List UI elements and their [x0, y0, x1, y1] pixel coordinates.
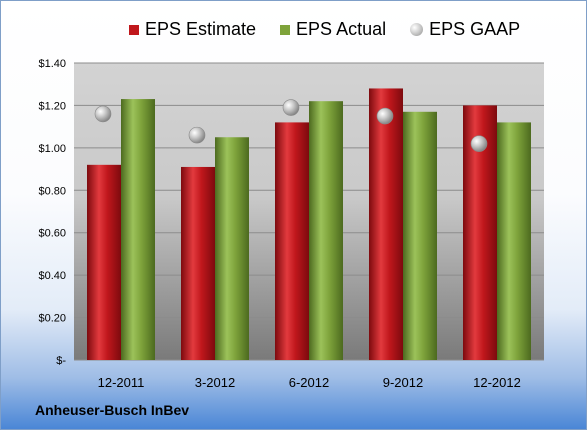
legend-label-gaap: EPS GAAP: [429, 19, 521, 39]
y-tick-label: $0.60: [38, 228, 66, 240]
bar-eps-estimate: [181, 166, 215, 360]
legend-item-eps-estimate: EPS Estimate: [129, 19, 256, 40]
y-tick-label: $0.20: [38, 313, 66, 325]
legend-item-eps-actual: EPS Actual: [280, 19, 386, 40]
bar-eps-estimate: [275, 122, 309, 361]
legend-item-eps-gaap: EPS GAAP: [410, 19, 520, 40]
y-tick-label: $1.40: [38, 58, 66, 70]
y-tick-label: $1.00: [38, 143, 66, 155]
bar-eps-actual: [403, 111, 437, 361]
legend-label-actual: EPS Actual: [296, 19, 387, 39]
x-tick-label: 12-2012: [473, 375, 521, 390]
y-tick-label: $1.20: [38, 100, 66, 112]
bar-eps-actual: [215, 137, 249, 360]
bar-eps-estimate: [369, 88, 403, 360]
bar-eps-estimate: [87, 164, 121, 360]
x-tick-label: 9-2012: [383, 375, 423, 390]
x-tick-label: 6-2012: [289, 375, 329, 390]
legend: EPS Estimate EPS Actual EPS GAAP: [129, 19, 520, 40]
bar-eps-actual: [497, 122, 531, 361]
legend-swatch-actual: [280, 24, 291, 35]
marker-eps-gaap: [376, 107, 394, 125]
y-tick-label: $-: [56, 355, 66, 367]
y-tick-label: $0.80: [38, 185, 66, 197]
legend-label-estimate: EPS Estimate: [145, 19, 257, 39]
legend-swatch-estimate: [129, 24, 139, 35]
marker-eps-gaap: [188, 126, 206, 144]
x-tick-label: 3-2012: [195, 375, 235, 390]
company-name: Anheuser-Busch InBev: [35, 402, 190, 418]
legend-swatch-gaap: [410, 23, 424, 36]
marker-eps-gaap: [282, 99, 300, 116]
marker-eps-gaap: [94, 105, 112, 123]
bar-eps-actual: [309, 101, 343, 360]
marker-eps-gaap: [470, 135, 488, 152]
y-tick-label: $0.40: [38, 270, 66, 282]
x-tick-label: 12-2011: [98, 375, 145, 390]
bar-eps-actual: [121, 99, 155, 361]
